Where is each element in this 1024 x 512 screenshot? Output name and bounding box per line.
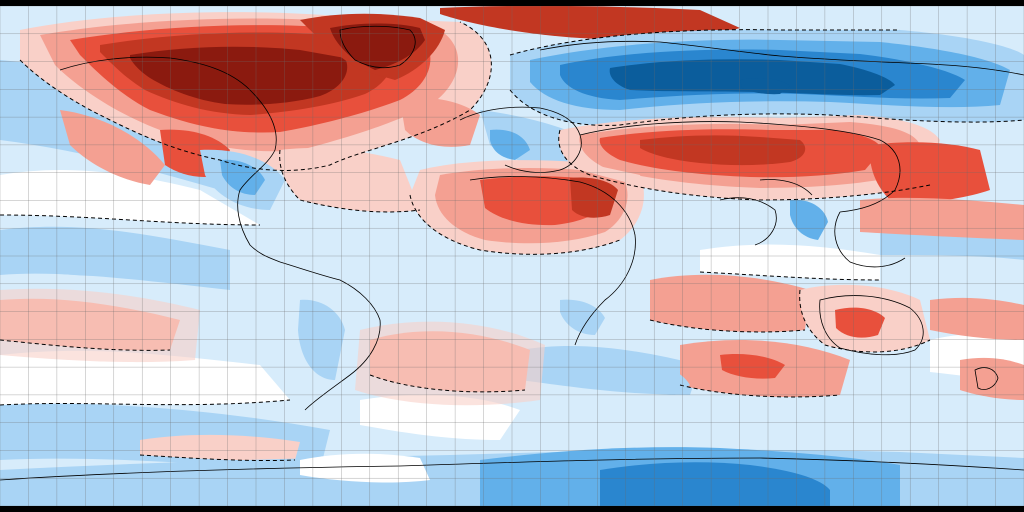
southern-warm-patches <box>0 274 1024 461</box>
north-america-warm-anomaly <box>20 6 740 185</box>
australia-warm-anomaly <box>799 284 930 352</box>
coastlines <box>0 25 1024 481</box>
eurasia-cold-anomaly <box>480 29 1024 170</box>
lat-lon-grid <box>0 6 1024 506</box>
